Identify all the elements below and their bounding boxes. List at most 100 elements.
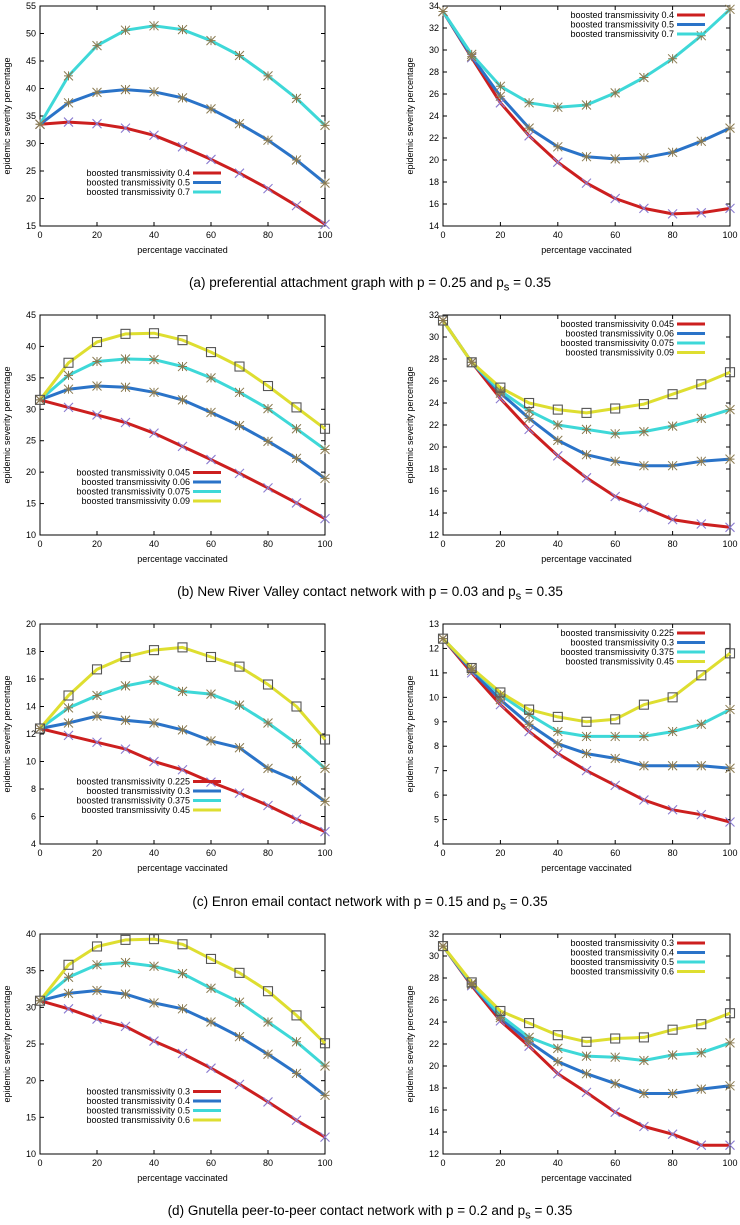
data-point [581, 731, 592, 742]
data-point [320, 120, 330, 131]
y-tick-label: 7 [434, 766, 439, 776]
data-point [206, 407, 216, 418]
data-point [725, 704, 735, 715]
chart-b-left: 0 20 40 60 80 100 10 15 20 25 30 35 40 45 percentage v… [2, 310, 333, 564]
y-tick-label: 10 [26, 530, 36, 540]
data-point [149, 130, 159, 141]
caption-c: (c) Enron email contact network with p =… [192, 894, 548, 913]
data-point [610, 88, 621, 98]
data-point [437, 315, 449, 326]
y-axis-label: epidemic severity percentage [405, 57, 415, 174]
y-tick-label: 50 [26, 29, 36, 39]
y-tick-label: 30 [26, 1002, 36, 1012]
y-tick-label: 20 [26, 1076, 36, 1086]
data-point [120, 417, 131, 428]
y-tick-label: 32 [429, 929, 439, 939]
data-point [667, 389, 678, 400]
y-tick-label: 30 [429, 45, 439, 55]
data-point [610, 193, 621, 204]
caption-d: (d) Gnutella peer-to-peer contact networ… [167, 1203, 573, 1222]
data-point [206, 689, 216, 699]
data-point [552, 404, 563, 415]
x-tick-label: 0 [37, 230, 42, 240]
data-point [177, 686, 188, 697]
data-point [696, 809, 707, 820]
series-line-4 [441, 945, 731, 1044]
data-point [639, 1055, 649, 1066]
data-point [177, 939, 188, 950]
y-tick-label: 22 [429, 420, 439, 430]
y-tick-label: 40 [26, 84, 36, 94]
data-point [581, 1051, 592, 1061]
data-point [234, 661, 245, 672]
x-axis-label: percentage vaccinated [137, 554, 228, 564]
series-line-3 [38, 24, 327, 127]
data-point [320, 826, 330, 837]
chart-a-left: 0 20 40 60 80 100 15 20 25 30 35 40 45 50 55 percentage… [2, 1, 333, 255]
data-point [291, 701, 302, 712]
data-point [234, 361, 245, 372]
x-tick-label: 60 [206, 1158, 216, 1168]
data-point [524, 726, 534, 737]
data-point [234, 997, 245, 1008]
series-line-4 [38, 937, 327, 1045]
data-point [581, 178, 592, 188]
data-point [320, 796, 330, 807]
chart-d-left: 0 20 40 60 80 100 10 15 20 25 30 35 40 percentage vac… [2, 929, 333, 1183]
data-point [581, 1087, 592, 1098]
y-tick-label: 25 [26, 1039, 36, 1049]
data-point [234, 742, 245, 753]
y-tick-label: 45 [26, 310, 36, 320]
data-point [581, 716, 592, 727]
data-point [696, 456, 707, 467]
x-tick-label: 80 [263, 848, 273, 858]
y-tick-label: 24 [429, 398, 439, 408]
data-point [177, 968, 188, 979]
data-point [149, 961, 159, 972]
data-point [552, 435, 563, 446]
y-tick-label: 30 [26, 139, 36, 149]
data-point [149, 1036, 159, 1046]
data-point [667, 514, 678, 525]
x-tick-label: 40 [149, 230, 159, 240]
data-point [320, 1090, 330, 1101]
data-point [92, 985, 102, 996]
legend-label: boosted transmissivity 0.45 [565, 657, 674, 667]
data-point [524, 719, 534, 730]
x-tick-label: 100 [722, 1158, 737, 1168]
data-point [263, 718, 273, 728]
data-point [581, 1036, 592, 1047]
data-point [91, 336, 103, 348]
legend-label: boosted transmissivity 0.5 [86, 1106, 190, 1116]
data-point [610, 1033, 621, 1044]
data-point [291, 1115, 302, 1126]
data-point [320, 178, 330, 188]
series-markers-3 [35, 957, 330, 1071]
data-point [177, 441, 188, 452]
data-point [206, 1017, 216, 1027]
data-point [466, 978, 477, 989]
data-point [63, 1003, 74, 1014]
legend-label: boosted transmissivity 0.045 [560, 319, 674, 329]
data-point [206, 154, 216, 165]
x-tick-label: 80 [668, 539, 678, 549]
series-markers-3 [438, 315, 735, 439]
data-point [148, 934, 160, 945]
x-tick-label: 40 [553, 1158, 563, 1168]
data-point [263, 1017, 273, 1027]
data-point [63, 117, 74, 127]
data-point [63, 730, 74, 741]
series-line-4 [38, 645, 327, 741]
data-point [291, 402, 302, 413]
data-point [234, 788, 245, 799]
data-point [610, 1078, 621, 1089]
data-point [696, 1047, 707, 1058]
series-markers-3 [35, 20, 330, 131]
data-point [291, 453, 302, 464]
data-point [581, 449, 592, 460]
data-point [206, 454, 216, 465]
data-point [92, 40, 102, 51]
data-point [610, 428, 621, 439]
chart-c-left: 0 20 40 60 80 100 4 6 8 10 12 14 16 18 20 percentage va… [2, 619, 333, 873]
data-point [667, 147, 678, 158]
